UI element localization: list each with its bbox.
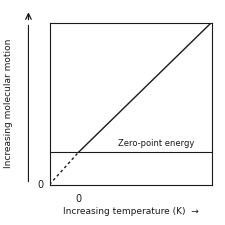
Text: Increasing molecular motion: Increasing molecular motion	[4, 39, 13, 168]
Text: Increasing temperature (K)  →: Increasing temperature (K) →	[63, 207, 198, 216]
Text: 0: 0	[37, 180, 43, 189]
Text: 0: 0	[76, 194, 82, 204]
Text: Zero-point energy: Zero-point energy	[117, 139, 194, 148]
